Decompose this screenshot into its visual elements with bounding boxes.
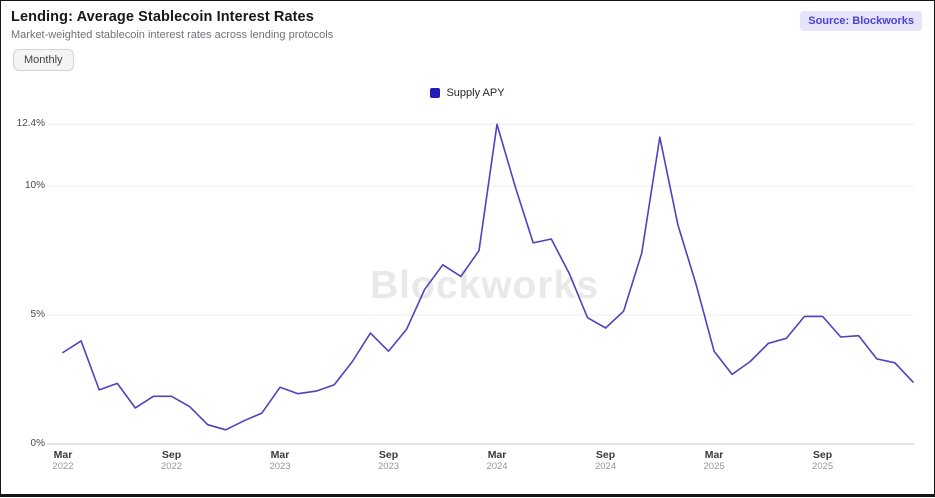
supply-apy-line [62,123,914,431]
x-tick-year: 2025 [811,461,834,472]
x-tick-year: 2025 [703,461,725,472]
y-axis-tick-label: 5% [30,309,45,321]
x-axis-tick-label: Mar 2025 [682,449,746,473]
legend-label: Supply APY [446,87,505,99]
x-tick-month: Sep [161,449,182,461]
y-axis-tick-label: 12.4% [16,118,45,130]
x-tick-month: Sep [378,449,399,461]
x-tick-month: Mar [487,449,507,461]
x-tick-month: Sep [812,449,833,461]
x-axis-tick-label: Sep 2022 [140,449,204,473]
x-axis-tick-label: Sep 2023 [357,449,421,473]
x-tick-month: Mar [53,449,73,461]
frequency-toggle-button[interactable]: Monthly [13,49,74,71]
x-axis-tick-label: Mar 2022 [31,449,95,473]
x-axis-tick-label: Mar 2023 [248,449,312,473]
legend-swatch-icon [430,88,441,98]
chart-legend[interactable]: Supply APY [1,87,934,99]
x-axis-tick-label: Sep 2024 [574,449,638,473]
y-axis-tick-label: 10% [24,180,45,192]
x-tick-month: Mar [270,449,290,461]
x-tick-year: 2024 [594,461,617,472]
y-axis-tick-label: 0% [30,438,45,449]
page-title: Lending: Average Stablecoin Interest Rat… [11,9,314,25]
source-badge[interactable]: Source: Blockworks [800,11,922,31]
x-tick-year: 2022 [52,461,74,472]
x-tick-year: 2024 [486,461,508,472]
watermark: Blockworks [370,264,599,307]
x-axis-tick-label: Mar 2024 [465,449,529,473]
x-tick-year: 2023 [269,461,291,472]
x-tick-month: Sep [595,449,616,461]
x-tick-year: 2023 [377,461,400,472]
page-subtitle: Market-weighted stablecoin interest rate… [11,29,334,41]
x-tick-year: 2022 [160,461,183,472]
x-axis-tick-label: Sep 2025 [791,449,855,473]
x-tick-month: Mar [704,449,724,461]
